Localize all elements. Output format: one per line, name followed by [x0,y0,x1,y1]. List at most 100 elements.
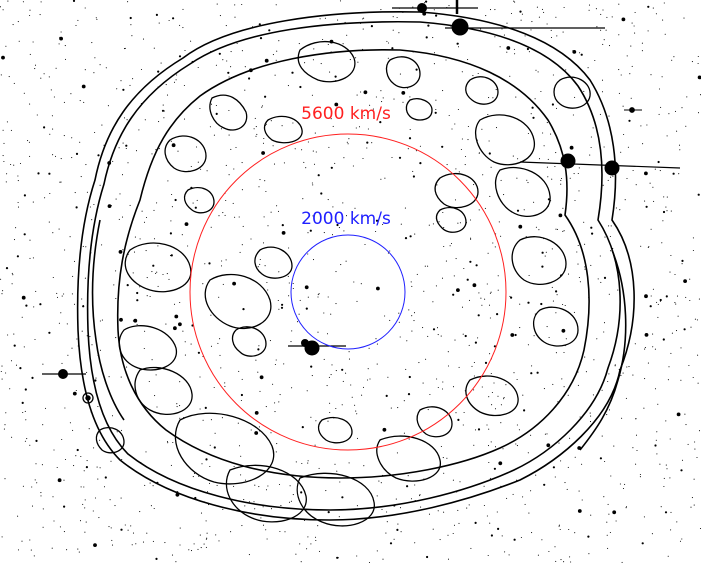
star [72,429,74,431]
star [155,557,158,561]
star [362,157,364,160]
star [424,265,426,267]
star [654,168,656,170]
star [689,299,691,302]
star [666,196,668,198]
star [440,445,442,448]
star [375,219,379,222]
star [110,527,112,529]
star [531,532,533,534]
ringed-star [82,392,94,404]
star [29,103,31,105]
star [579,52,581,54]
star [491,404,493,406]
star [489,477,491,479]
star [626,55,628,57]
star [692,249,694,252]
star [0,370,2,373]
star [669,438,671,440]
star [354,207,356,209]
star [5,412,7,414]
star [382,558,384,560]
star [135,543,137,545]
star [550,36,553,39]
star [451,128,453,130]
star [641,50,643,52]
star [654,388,657,390]
star [292,282,294,285]
star [665,295,668,298]
star [91,219,93,221]
star [574,96,576,98]
star [39,14,41,16]
star [25,304,28,307]
star [601,435,603,437]
star [291,71,294,74]
star [531,106,534,109]
star [328,146,330,148]
star [232,202,234,204]
star [218,52,221,55]
star [448,5,450,7]
star [356,94,358,96]
star [535,226,537,228]
star [567,394,569,396]
star [205,538,207,540]
star [360,283,362,285]
star [363,90,368,95]
star [619,209,621,211]
star [370,25,373,28]
star [290,341,292,343]
star [381,101,383,103]
star [560,559,562,561]
star [398,32,400,34]
star [403,432,405,434]
star [234,216,236,218]
star [458,366,460,368]
star [178,322,182,327]
star [157,245,159,247]
limb-contour-right [579,249,627,451]
star [694,441,696,443]
star [358,126,361,128]
star [678,173,680,175]
star [386,511,388,513]
star [592,394,594,396]
star [341,496,344,499]
star [488,461,490,464]
star [595,8,597,10]
star [573,173,575,175]
star [630,45,632,47]
star [276,50,278,52]
star [245,479,247,481]
star [487,252,489,254]
star [409,128,411,131]
star [550,29,552,31]
star [287,85,289,87]
star [436,327,439,329]
star [505,384,507,386]
star [445,59,447,61]
star [174,198,177,202]
star [36,482,38,484]
star [156,202,158,204]
star [416,273,418,275]
star [339,0,342,2]
star [496,511,498,513]
star [643,516,645,518]
star [561,328,566,333]
star [31,486,33,488]
star [413,312,416,314]
star [21,540,23,542]
star [647,246,649,249]
star [500,404,502,406]
star [578,276,580,279]
star [671,59,673,61]
star [300,491,303,494]
star [548,550,550,553]
star [73,303,76,305]
star [323,232,325,234]
star [659,300,662,302]
star [698,298,700,300]
star [192,476,194,478]
